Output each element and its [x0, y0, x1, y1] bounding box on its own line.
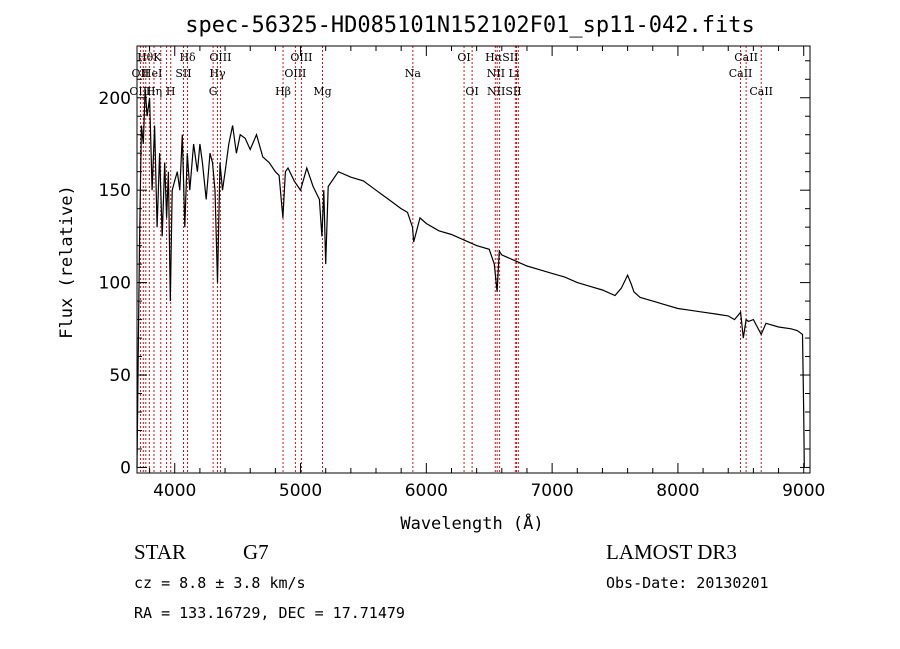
spectral-line-label: OI — [465, 85, 478, 98]
x-axis-label: Wavelength (Å) — [400, 512, 543, 534]
spectral-line-label: HθK — [137, 51, 162, 64]
spectral-line-label: OIII — [209, 51, 231, 64]
y-tick-label: 100 — [99, 274, 131, 294]
spectral-line-label: OIII — [290, 51, 312, 64]
y-tick-label: 200 — [99, 89, 131, 109]
spectrum-series-line — [136, 88, 805, 468]
chart-title: spec-56325-HD085101N152102F01_sp11-042.f… — [185, 13, 755, 38]
spectral-line-label: Mg — [313, 85, 331, 98]
spectral-line-label: Na — [405, 67, 422, 80]
x-tick-label: 9000 — [782, 481, 825, 501]
x-tick-label: 5000 — [279, 481, 322, 501]
spectral-line-label: OII — [132, 67, 150, 80]
spectral-line-label: NIISII — [487, 85, 522, 98]
spectral-line-label: G — [209, 85, 218, 98]
y-tick-label: 150 — [99, 181, 131, 201]
spectral-line-label: HαSII — [485, 51, 518, 64]
x-tick-label: 7000 — [530, 481, 573, 501]
x-tick-label: 4000 — [153, 481, 196, 501]
spectral-line-label: HeI — [142, 67, 162, 80]
y-axis-ticks: 0 50 100 150 200 — [99, 60, 810, 478]
redshift-velocity: cz = 8.8 ± 3.8 km/s — [134, 574, 306, 592]
coordinates: RA = 133.16729, DEC = 17.71479 — [134, 604, 405, 622]
x-tick-label: 8000 — [656, 481, 699, 501]
spectral-line-label: NII Li — [487, 67, 520, 80]
spectral-line-label: Hδ — [179, 51, 196, 64]
spectral-line-label: Hη — [146, 85, 162, 98]
spectral-line-label: H — [166, 85, 176, 98]
survey-name: LAMOST DR3 — [606, 540, 737, 564]
x-tick-label: 6000 — [405, 481, 448, 501]
spectral-line-markers — [139, 46, 762, 473]
y-tick-label: 50 — [109, 366, 131, 386]
spectral-line-label: OIII — [284, 67, 306, 80]
spectral-line-label: CaII — [734, 51, 758, 64]
spectral-line-label: OI — [457, 51, 470, 64]
object-type: STAR — [134, 540, 186, 564]
spectral-line-label: Hβ — [275, 85, 291, 98]
y-tick-label: 0 — [120, 458, 131, 478]
spectral-line-label: CaII — [749, 85, 773, 98]
spectral-subclass: G7 — [243, 540, 269, 564]
spectral-line-label: SII — [175, 67, 191, 80]
spectral-line-label: Hγ — [209, 67, 226, 80]
plot-frame — [136, 45, 811, 474]
observation-date: Obs-Date: 20130201 — [606, 574, 769, 592]
x-axis-ticks: 4000 5000 6000 7000 8000 9000 — [149, 46, 825, 501]
spectral-line-label: CaII — [729, 67, 753, 80]
y-axis-label: Flux (relative) — [57, 185, 77, 339]
